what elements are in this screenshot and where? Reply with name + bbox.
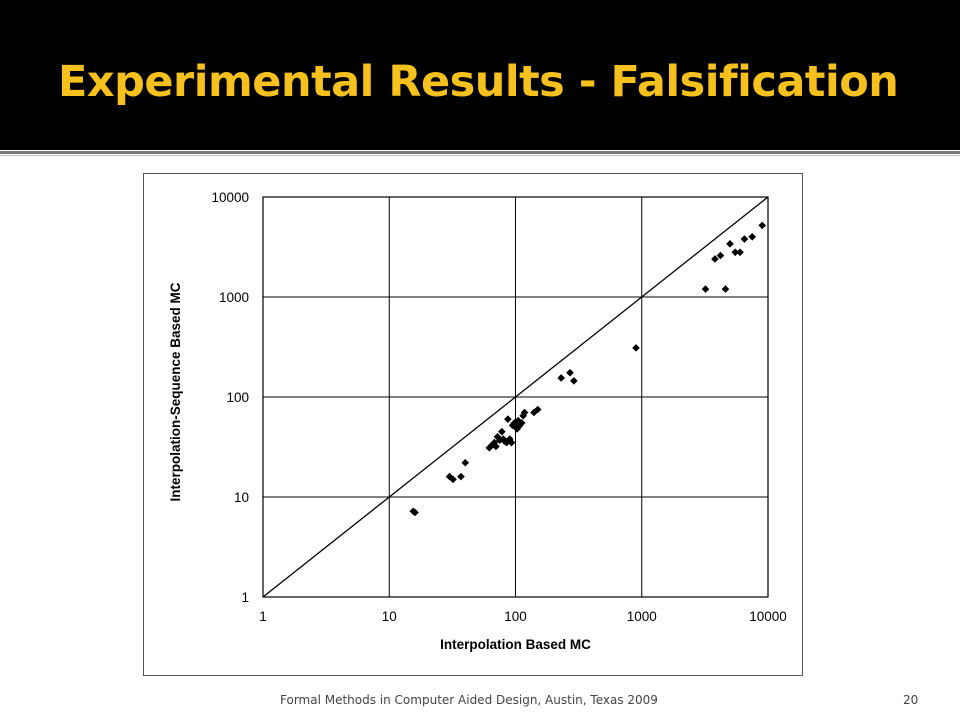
scatter-chart: 1 10 100 1000 10000 1 10 100 1000 10000 Interpola… — [168, 190, 787, 652]
data-point — [504, 415, 512, 423]
data-point — [495, 436, 504, 444]
y-tick-label: 10000 — [211, 190, 249, 205]
data-point — [736, 248, 744, 257]
data-point — [566, 368, 574, 377]
x-tick-label: 10000 — [749, 609, 787, 624]
data-point — [514, 416, 522, 425]
data-point — [748, 232, 757, 241]
data-point — [461, 458, 470, 467]
page-number: 20 — [903, 693, 919, 707]
data-point — [492, 442, 500, 451]
data-points — [409, 221, 767, 517]
data-point — [493, 432, 502, 441]
y-tick-label: 100 — [226, 390, 249, 405]
footer-text: Formal Methods in Computer Aided Design,… — [280, 693, 658, 707]
data-point — [517, 419, 526, 427]
reference-line — [262, 196, 769, 598]
x-tick-label: 1 — [259, 609, 267, 624]
slide-title: Experimental Results - Falsification — [58, 57, 899, 107]
data-point — [557, 374, 565, 382]
data-point — [449, 475, 457, 484]
data-point — [502, 438, 511, 447]
data-point — [498, 427, 506, 436]
y-tick-label: 10 — [234, 490, 249, 505]
reference-line-layer — [262, 196, 769, 598]
y-axis-label: Interpolation-Sequence Based MC — [168, 282, 183, 501]
data-point — [520, 408, 529, 417]
x-axis-label: Interpolation Based MC — [440, 637, 591, 652]
title-bar: Experimental Results - Falsification — [0, 0, 960, 150]
data-point — [411, 508, 419, 517]
data-point — [721, 285, 730, 293]
data-point — [508, 421, 517, 430]
x-tick-label: 10 — [382, 609, 397, 624]
x-tick-label: 100 — [504, 609, 527, 624]
tick-labels: 1 10 100 1000 10000 1 10 100 1000 10000 — [211, 190, 786, 624]
data-point — [701, 285, 710, 293]
y-tick-label: 1 — [241, 590, 249, 605]
title-divider-light — [0, 155, 960, 156]
data-point — [632, 344, 640, 352]
x-tick-label: 1000 — [627, 609, 657, 624]
data-point — [507, 438, 516, 447]
data-point — [758, 221, 767, 230]
data-point — [457, 472, 465, 481]
data-point — [726, 240, 734, 248]
data-point — [533, 405, 542, 414]
chart-frame: 1 10 100 1000 10000 1 10 100 1000 10000 Interpola… — [143, 173, 803, 676]
title-divider — [0, 151, 960, 154]
data-point — [570, 377, 578, 385]
data-point — [711, 255, 719, 263]
plot-area — [262, 196, 769, 598]
data-point — [740, 235, 749, 243]
data-point — [530, 408, 538, 417]
y-tick-label: 1000 — [219, 290, 249, 305]
data-point — [519, 411, 527, 420]
